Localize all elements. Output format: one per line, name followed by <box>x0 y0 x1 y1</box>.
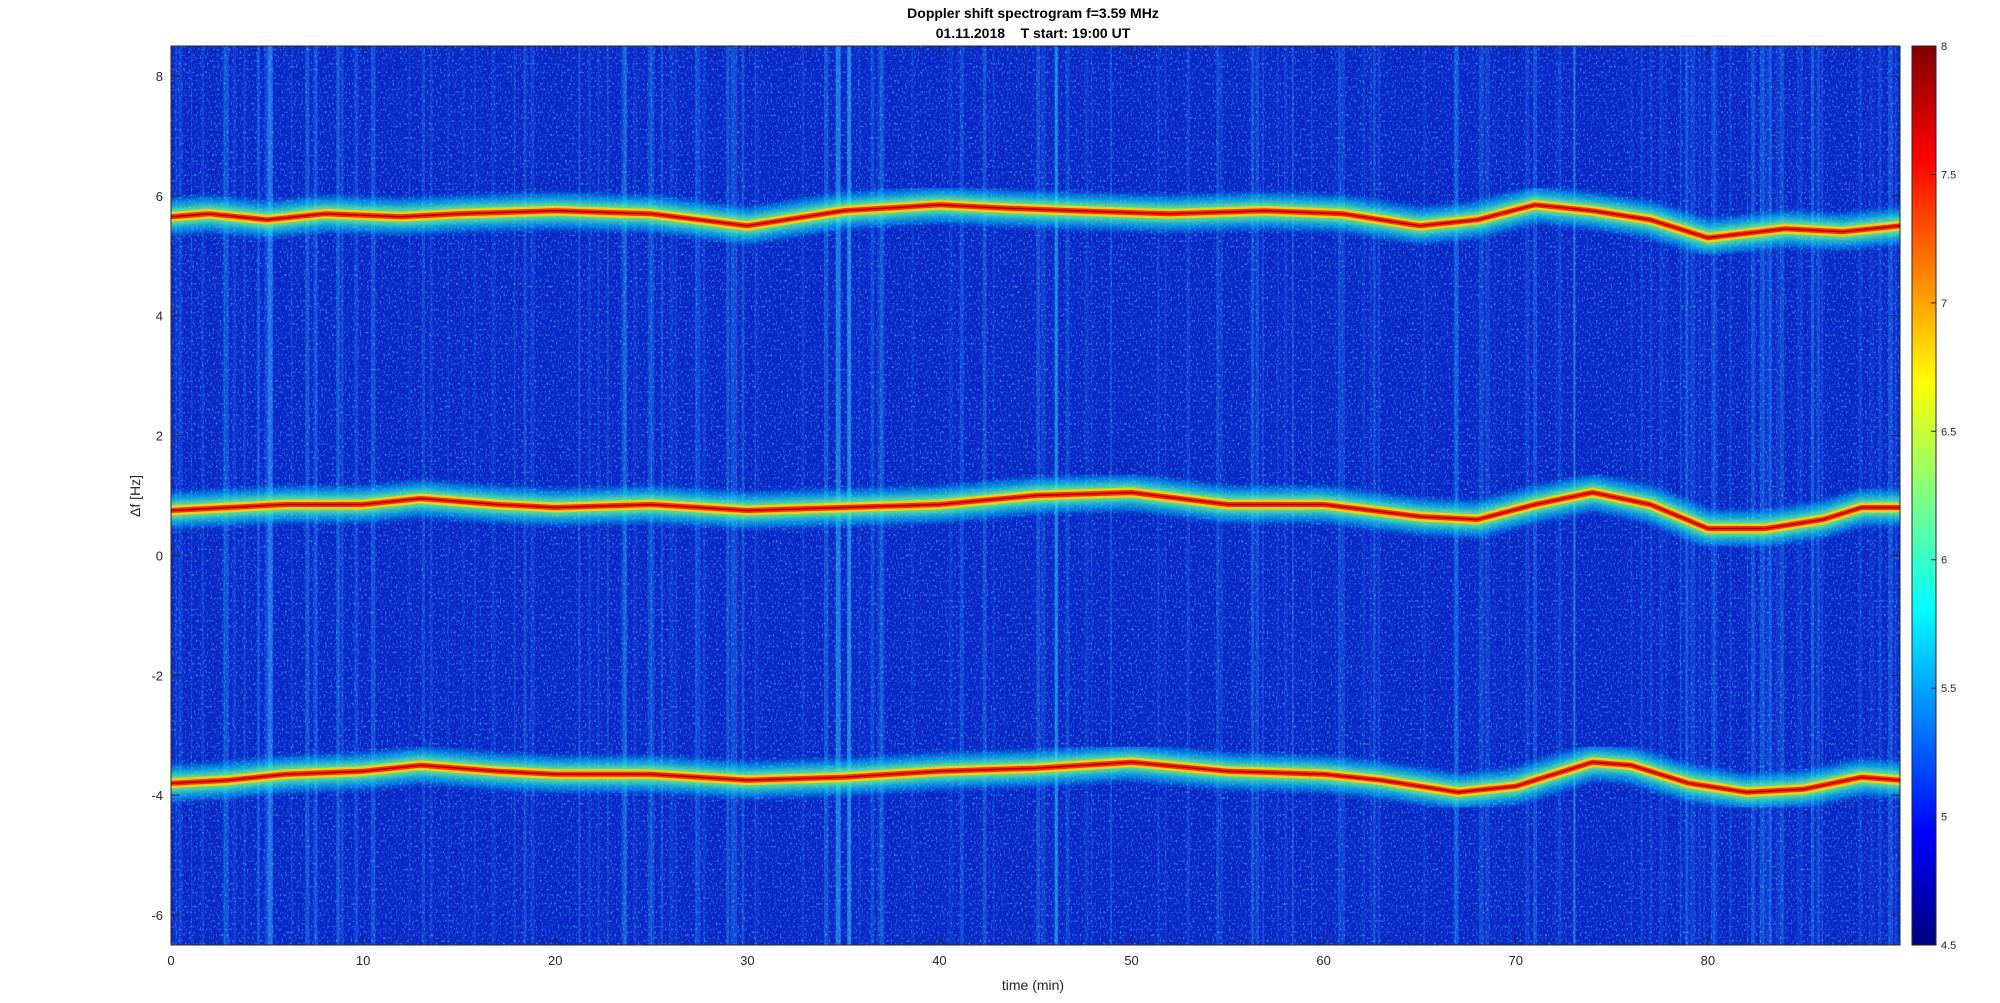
x-tick-label: 80 <box>1701 953 1715 968</box>
signal-trace <box>171 204 1900 239</box>
y-tick-label: -4 <box>151 788 163 803</box>
x-tick-label: 0 <box>167 953 174 968</box>
x-tick-label: 40 <box>932 953 946 968</box>
x-tick-label: 10 <box>356 953 370 968</box>
x-tick-label: 70 <box>1509 953 1523 968</box>
chart-subtitle: 01.11.2018 T start: 19:00 UT <box>936 25 1131 41</box>
colorbar-tick-label: 5 <box>1941 812 1947 824</box>
plot-frame <box>170 45 1901 946</box>
plot-area <box>171 46 1900 945</box>
y-tick-label: 4 <box>156 309 163 324</box>
colorbar-tick-label: 7 <box>1941 298 1947 310</box>
x-tick-label: 60 <box>1316 953 1330 968</box>
x-tick-label: 50 <box>1124 953 1138 968</box>
chart-title: Doppler shift spectrogram f=3.59 MHz <box>907 5 1159 21</box>
colorbar-tick-label: 6 <box>1941 555 1947 567</box>
colorbar-ticks: 4.5 5 5.5 6 6.5 7 7.5 8 <box>1931 41 1956 952</box>
y-axis-label: Δf [Hz] <box>127 475 143 517</box>
colorbar-tick-label: 5.5 <box>1941 683 1956 695</box>
colorbar <box>1911 45 1937 946</box>
colorbar-tick-label: 6.5 <box>1941 426 1956 438</box>
colorbar-tick-label: 8 <box>1941 41 1947 53</box>
y-tick-label: -6 <box>151 908 163 923</box>
y-tick-label: 2 <box>156 429 163 444</box>
signal-traces <box>171 187 1900 810</box>
y-tick-label: -2 <box>151 668 163 683</box>
colorbar-tick-label: 7.5 <box>1941 169 1956 181</box>
y-tick-label: 0 <box>156 548 163 563</box>
x-axis-ticks: 0 10 20 30 40 50 60 70 80 <box>167 46 1715 968</box>
y-axis-ticks: -6 -4 -2 0 2 4 6 8 <box>151 69 1900 923</box>
x-axis-label: time (min) <box>1002 977 1064 993</box>
signal-trace <box>171 491 1900 530</box>
x-tick-label: 20 <box>548 953 562 968</box>
y-tick-label: 6 <box>156 189 163 204</box>
colorbar-tick-label: 4.5 <box>1941 940 1956 952</box>
signal-trace <box>171 761 1900 793</box>
y-tick-label: 8 <box>156 69 163 84</box>
x-tick-label: 30 <box>740 953 754 968</box>
